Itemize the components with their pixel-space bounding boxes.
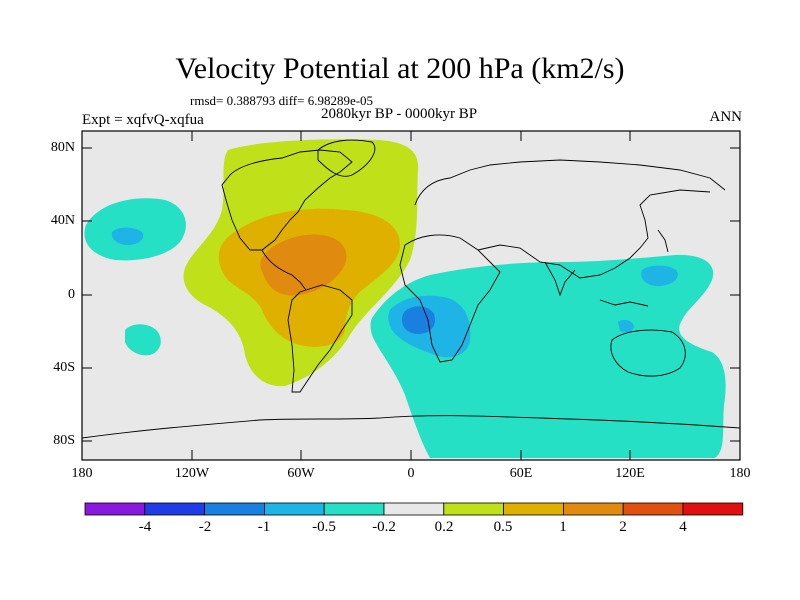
coast-africa xyxy=(399,234,501,363)
colorbar-swatch xyxy=(563,502,624,516)
colorbar-label: 0.5 xyxy=(493,519,513,535)
lat-label-80n: 80N xyxy=(50,140,75,155)
lat-label-40s: 40S xyxy=(53,360,75,375)
colorbar-label: 4 xyxy=(679,519,687,535)
coast-central-america xyxy=(261,249,307,291)
colorbar-swatch xyxy=(204,502,265,516)
colorbar-swatch xyxy=(84,502,146,516)
lon-label-180w: 180 xyxy=(71,466,93,481)
colorbar-label: 1 xyxy=(559,519,567,535)
map-panel xyxy=(82,131,740,460)
colorbar-label: -2 xyxy=(198,519,212,535)
lon-label-60e: 60E xyxy=(509,466,533,481)
lat-label-0: 0 xyxy=(68,287,75,302)
colorbar-label: -4 xyxy=(138,519,152,535)
colorbar-swatch xyxy=(622,502,684,516)
lon-label-180e: 180 xyxy=(729,466,751,481)
coast-india xyxy=(544,261,576,297)
colorbar-label: -0.5 xyxy=(312,519,336,535)
lon-label-60w: 60W xyxy=(287,466,315,481)
colorbar-label: 2 xyxy=(619,519,627,535)
coastlines xyxy=(82,139,740,439)
coast-south-america xyxy=(287,284,353,393)
coast-asia xyxy=(477,189,711,279)
contour-neg-0.2-south-pacific xyxy=(125,324,161,356)
map-title: Velocity Potential at 200 hPa (km2/s) xyxy=(175,52,625,85)
contour-neg-0.5-indonesia xyxy=(618,319,634,333)
colorbar-swatch xyxy=(503,502,564,516)
colorbar-swatch xyxy=(323,502,385,516)
stats-line: rmsd= 0.388793 diff= 6.98289e-05 xyxy=(190,93,374,108)
colorbar-label: -1 xyxy=(257,519,271,535)
lat-label-80s: 80S xyxy=(53,433,75,448)
axis-ticks xyxy=(82,131,740,460)
experiment-label: Expt = xqfvQ-xqfua xyxy=(82,112,204,128)
colorbar-swatch xyxy=(263,502,325,516)
contour-pos-1 xyxy=(260,234,347,296)
contour-neg-0.5-west-pacific xyxy=(641,265,678,287)
coast-indonesia xyxy=(599,299,649,307)
coast-australia xyxy=(610,329,686,377)
colorbar-swatch xyxy=(144,502,206,516)
lon-label-120w: 120W xyxy=(174,466,210,481)
lon-label-0: 0 xyxy=(407,466,415,481)
lon-label-120e: 120E xyxy=(615,466,645,481)
coast-north-america xyxy=(221,149,353,251)
colorbar-label: -0.2 xyxy=(372,519,396,535)
colorbar-label: 0.2 xyxy=(434,519,454,535)
colorbar-swatch xyxy=(682,502,744,516)
coast-japan xyxy=(657,229,669,253)
period-label: 2080kyr BP - 0000kyr BP xyxy=(321,106,478,122)
season-label: ANN xyxy=(709,109,743,125)
lat-label-40n: 40N xyxy=(50,213,75,228)
coast-europe xyxy=(414,159,726,206)
coast-antarctica xyxy=(82,415,740,439)
colorbar-swatch xyxy=(443,502,504,516)
colorbar-swatch xyxy=(383,502,445,516)
contour-neg-0.5-pacific-small xyxy=(111,227,144,246)
colorbar xyxy=(84,502,744,516)
contour-neg-1-africa xyxy=(401,306,436,334)
coast-greenland xyxy=(317,139,376,177)
